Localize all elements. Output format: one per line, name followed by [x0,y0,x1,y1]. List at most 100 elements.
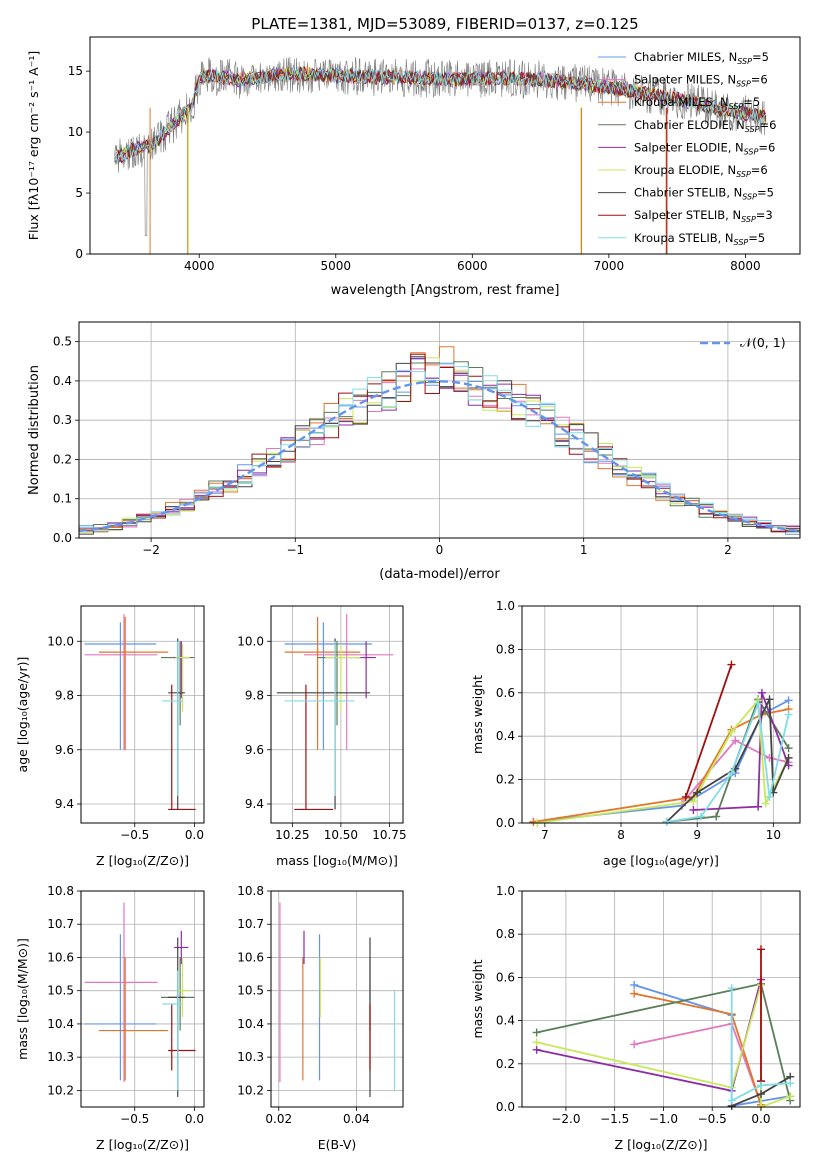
chart-title: PLATE=1381, MJD=53089, FIBERID=0137, z=0… [251,15,638,33]
x-tick-label: 10.50 [324,828,358,842]
y-tick-label: 1.0 [496,599,515,613]
x-axis-label: Z [log₁₀(Z/Z⊙)] [96,1137,189,1152]
y-axis-label: age [log₁₀(age/yr)] [15,657,30,773]
y-tick-label: 0.5 [53,335,72,349]
legend-label: Salpeter STELIB, N [634,208,741,222]
legend-label: Salpeter MILES, N [634,73,736,87]
histogram-step-line [79,363,800,531]
x-tick-label: 0.0 [185,828,204,842]
y-tick-label: 10.7 [47,917,74,931]
legend-subscript: SSP [736,80,751,89]
y-tick-label: 0.8 [496,927,515,941]
y-axis-label: Normed distribution [27,365,42,495]
y-tick-label: 10.2 [237,1083,264,1097]
weight_vs_Z-frame [521,890,801,1108]
model-spectrum-line [114,66,767,165]
x-tick-label: 0.02 [265,1112,292,1126]
x-tick-label: −0.5 [698,1112,727,1126]
x-tick-label: 8 [617,828,625,842]
y-tick-label: 10.8 [47,884,74,898]
weight-series-line [634,1022,762,1106]
legend-entry: Salpeter STELIB, NSSP=3 [634,208,773,224]
y-tick-label: 0.8 [496,642,515,656]
x-tick-label: 7 [541,828,549,842]
y-tick-label: 10.0 [47,634,74,648]
legend-label: Kroupa ELODIE, N [634,163,736,177]
legend-entry: Kroupa MILES, NSSP=5 [634,95,760,111]
x-axis-label: mass [log₁₀(M/M⊙)] [276,853,398,868]
y-tick-label: 9.8 [245,689,264,703]
legend-value: =5 [757,186,774,200]
y-tick-label: 10 [68,125,83,139]
legend-entry: Chabrier ELODIE, NSSP=6 [634,118,776,134]
legend-value: =6 [760,118,777,132]
legend-label: Chabrier STELIB, N [634,186,742,200]
weight-series-line [730,988,791,1102]
y-tick-label: 0.0 [53,531,72,545]
y-tick-label: 10.3 [237,1050,264,1064]
y-tick-label: 10.7 [237,917,264,931]
x-axis-label: Z [log₁₀(Z/Z⊙)] [96,853,189,868]
mass_vs_ebv-frame [270,890,404,1108]
y-tick-label: 10.5 [237,984,264,998]
x-tick-label: −1 [286,543,304,557]
x-tick-label: −0.5 [120,1112,149,1126]
x-tick-label: 0 [436,543,444,557]
y-tick-label: 0.2 [53,452,72,466]
y-tick-label: 0.3 [53,413,72,427]
mass_vs_Z-frame [80,890,205,1108]
legend-value: =6 [758,140,775,154]
x-tick-label: 8000 [730,259,761,273]
x-axis-label: E(B-V) [318,1137,357,1152]
legend-value: =3 [756,208,773,222]
x-tick-label: 4000 [184,259,215,273]
legend-label: Salpeter ELODIE, N [634,140,744,154]
normal-curve-line [78,380,801,533]
y-tick-label: 0.2 [496,773,515,787]
x-tick-label: −1.5 [600,1112,629,1126]
x-tick-label: −2.0 [551,1112,580,1126]
y-tick-label: 5 [75,186,83,200]
y-tick-label: 9.6 [245,743,264,757]
legend-value: =5 [743,95,760,109]
legend-subscript: SSP [737,57,752,66]
y-axis-label: mass weight [470,675,485,754]
y-tick-label: 9.4 [245,797,264,811]
x-tick-label: −1.0 [649,1112,678,1126]
y-tick-label: 0.6 [496,686,515,700]
legend-subscript: SSP [745,125,760,134]
legend-subscript: SSP [744,147,759,156]
legend-label: 𝒩(0, 1) [740,335,786,350]
y-tick-label: 1.0 [496,884,515,898]
legend-label: Kroupa MILES, N [634,95,729,109]
legend-entry: Kroupa ELODIE, NSSP=6 [634,163,768,179]
y-tick-label: 9.8 [55,689,74,703]
weight-series-line [666,703,790,823]
legend-label: Chabrier MILES, N [634,50,737,64]
histogram-step-line [79,346,800,533]
y-tick-label: 0.6 [496,970,515,984]
data-layer [78,57,801,1111]
x-tick-label: 1 [580,543,588,557]
x-axis-label: Z [log₁₀(Z/Z⊙)] [615,1137,708,1152]
x-tick-label: −0.5 [120,828,149,842]
legend-entry: Chabrier STELIB, NSSP=5 [634,186,774,202]
model-spectrum-line [114,66,767,162]
x-tick-label: 0.0 [751,1112,770,1126]
y-tick-label: 10.6 [237,950,264,964]
x-tick-label: 7000 [594,259,625,273]
y-tick-label: 0.0 [496,816,515,830]
x-tick-label: 5000 [320,259,351,273]
x-tick-label: 9 [693,828,701,842]
legend-entry: Chabrier MILES, NSSP=5 [634,50,769,66]
age_vs_Z-frame [80,605,205,824]
x-tick-label: 10.25 [275,828,309,842]
x-tick-label: −2 [142,543,160,557]
y-tick-label: 0.2 [496,1057,515,1071]
y-axis-label: mass [log₁₀(M/M⊙)] [15,938,30,1060]
legend-entry: Salpeter ELODIE, NSSP=6 [634,140,775,156]
legend-subscript: SSP [741,215,756,224]
y-tick-label: 0.4 [496,1014,515,1028]
x-tick-label: 0.04 [343,1112,370,1126]
